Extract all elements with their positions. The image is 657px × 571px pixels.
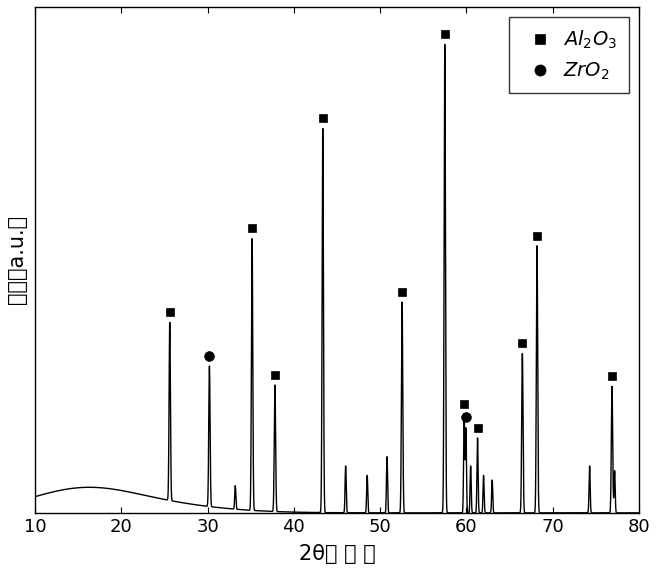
X-axis label: 2θ（ 度 ）: 2θ（ 度 ） [299, 544, 375, 564]
Legend: $Al_2O_3$, $ZrO_2$: $Al_2O_3$, $ZrO_2$ [509, 17, 629, 93]
Y-axis label: 强度（a.u.）: 强度（a.u.） [7, 215, 27, 304]
